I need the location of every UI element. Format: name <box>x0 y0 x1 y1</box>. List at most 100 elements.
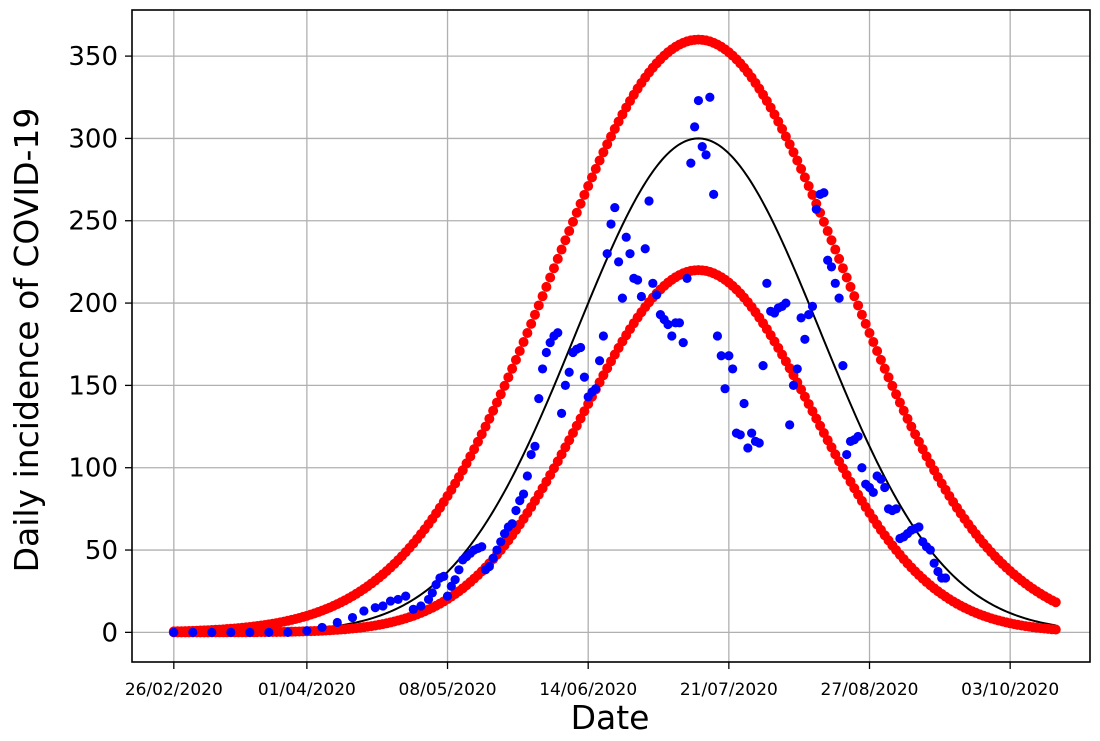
observed-points-layer <box>169 92 951 637</box>
observed-point <box>876 474 886 484</box>
observed-point <box>739 398 749 409</box>
band-point <box>826 235 837 246</box>
observed-point <box>853 431 863 442</box>
observed-point <box>754 438 764 448</box>
band-point <box>518 337 529 348</box>
x-tick-label: 08/05/2020 <box>399 680 497 700</box>
band-point <box>476 429 487 440</box>
observed-point <box>720 384 730 394</box>
observed-point <box>560 380 570 390</box>
band-point <box>1050 597 1061 608</box>
observed-point <box>678 337 688 348</box>
observed-point <box>663 319 673 330</box>
observed-point <box>728 364 738 374</box>
observed-point <box>564 367 574 377</box>
y-tick-labels: 0 50 100 150 200 250 300 350 <box>68 42 118 648</box>
band-point <box>830 244 841 255</box>
observed-point <box>594 356 605 366</box>
x-tick-label: 14/06/2020 <box>539 680 637 700</box>
band-point <box>586 172 597 183</box>
observed-point <box>359 606 369 616</box>
observed-point <box>439 571 449 581</box>
band-point <box>488 405 499 416</box>
observed-point <box>830 278 840 288</box>
band-point <box>891 389 902 400</box>
observed-point <box>792 364 802 374</box>
observed-point <box>625 249 635 259</box>
band-point <box>560 235 571 246</box>
observed-point <box>834 293 844 303</box>
observed-point <box>716 351 726 361</box>
observed-point <box>712 331 723 341</box>
observed-point <box>842 449 852 460</box>
x-tick-label: 26/02/2020 <box>125 680 223 700</box>
y-tick-label: 150 <box>68 371 118 401</box>
observed-point <box>614 257 624 267</box>
observed-point <box>496 537 506 547</box>
observed-point <box>633 275 643 285</box>
observed-point <box>591 384 601 394</box>
band-point <box>609 123 620 134</box>
observed-point <box>735 430 745 440</box>
band-point <box>875 354 886 365</box>
observed-point <box>819 188 829 198</box>
band-point <box>491 397 502 408</box>
band-point <box>499 380 510 391</box>
band-point <box>872 346 883 357</box>
band-point <box>590 163 601 174</box>
observed-point <box>785 420 795 430</box>
band-point <box>484 413 495 424</box>
band-point <box>864 328 875 339</box>
band-point <box>883 372 894 383</box>
observed-point <box>674 318 685 328</box>
band-point <box>853 300 864 311</box>
band-point <box>472 436 483 447</box>
observed-point <box>868 487 878 498</box>
band-point <box>522 328 533 339</box>
band-point <box>602 139 613 150</box>
observed-point <box>693 95 704 106</box>
band-point <box>913 436 924 447</box>
observed-point <box>188 627 198 637</box>
observed-point <box>488 553 498 563</box>
observed-point <box>705 92 715 102</box>
plot-frame <box>131 9 1091 663</box>
observed-point <box>925 545 935 555</box>
y-tick-label: 50 <box>85 536 118 566</box>
observed-point <box>385 596 396 606</box>
observed-point <box>575 342 586 353</box>
band-point <box>887 380 898 391</box>
observed-point <box>245 627 255 637</box>
y-tick-label: 300 <box>68 124 118 154</box>
band-point <box>822 226 833 237</box>
band-point <box>537 291 548 302</box>
band-point <box>594 155 605 166</box>
observed-point <box>880 482 890 493</box>
band-point <box>1050 624 1061 635</box>
observed-point <box>621 232 631 242</box>
observed-point <box>511 505 521 516</box>
band-point <box>834 253 845 264</box>
band-point <box>571 207 582 218</box>
observed-point <box>610 202 620 213</box>
band-point <box>860 318 871 329</box>
observed-point <box>401 591 411 601</box>
observed-point <box>302 626 312 636</box>
observed-point <box>492 545 502 555</box>
band-point <box>469 444 480 455</box>
observed-point <box>929 558 939 568</box>
band-point <box>606 131 616 142</box>
x-tick-label: 27/08/2020 <box>821 680 919 700</box>
observed-point <box>709 189 719 200</box>
band-point <box>575 198 586 209</box>
band-point <box>894 397 905 408</box>
observed-point <box>450 575 460 585</box>
band-point <box>556 244 567 255</box>
y-tick-label: 100 <box>68 454 118 484</box>
band-point <box>868 337 879 348</box>
band-point <box>564 226 575 237</box>
band-point <box>856 309 867 320</box>
observed-point <box>667 331 677 341</box>
band-point <box>533 300 544 311</box>
